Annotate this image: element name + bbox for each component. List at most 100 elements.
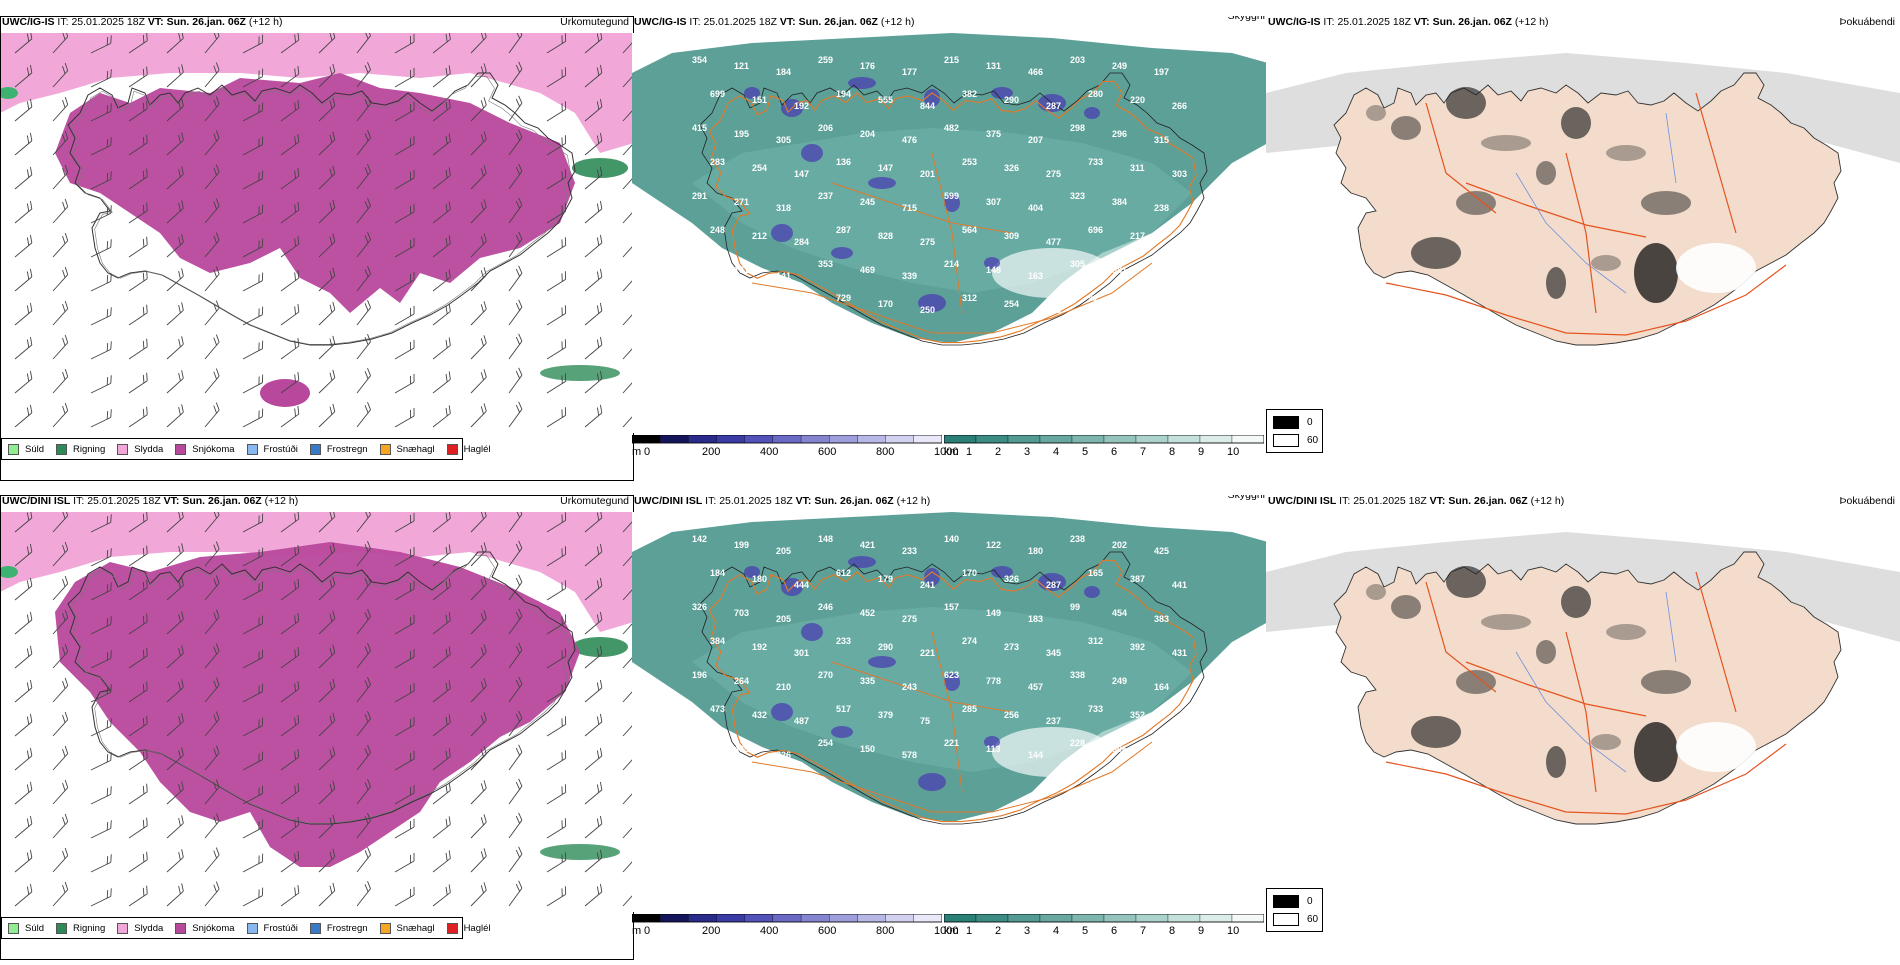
visibility-value-label: 184 [710,568,725,578]
visibility-tick: 6 [1111,925,1118,937]
model-name: UWC/IG-IS [1268,16,1321,28]
visibility-value-label: 293 [1046,305,1061,315]
panel-header: UWC/DINI ISL IT: 25.01.2025 18Z VT: Sun.… [2,495,298,507]
visibility-value-label: 283 [710,157,725,167]
visibility-value-label: 259 [818,55,833,65]
panel-header: UWC/DINI ISL IT: 25.01.2025 18Z VT: Sun.… [1268,495,1564,507]
visibility-value-label: 287 [836,225,851,235]
visibility-value-label: 208 [710,293,725,303]
terrain-tick: 400 [760,446,779,458]
visibility-value-label: 237 [1046,716,1061,726]
it-value: 25.01.2025 18Z [703,16,777,28]
legend-swatch [175,922,187,934]
fog-title: Þokuábendi [1839,495,1895,507]
legend-swatch [8,922,19,934]
visibility-value-label: 192 [752,642,767,652]
visibility-value-label: 555 [878,95,893,105]
visibility-value-label: 306 [1112,744,1127,754]
visibility-value-label: 253 [962,157,977,167]
terrain-colorbar [632,435,942,444]
visibility-value-label: 273 [1004,642,1019,652]
visibility-value-label: 163 [1028,271,1043,281]
vt-value: Sun. 26.jan. 06Z [814,495,894,507]
legend-label: Frostregn [326,443,368,455]
legend-swatch [246,922,258,934]
visibility-value-label: 599 [944,191,959,201]
visibility-value-label: 151 [752,95,767,105]
terrain-tick: 0 [644,925,651,937]
visibility-value-label: 205 [776,614,791,624]
visibility-value-label: 309 [1004,231,1019,241]
visibility-value-label: 254 [1004,299,1019,309]
fog-panel: UWC/DINI ISL IT: 25.01.2025 18Z VT: Sun.… [1266,495,1900,965]
visibility-value-label: 246 [818,602,833,612]
visibility-value-label: 298 [1070,123,1085,133]
legend-label: Snjókoma [192,922,235,934]
visibility-value-label: 345 [1046,648,1061,658]
precip-legend-item: Snjókoma [175,443,235,455]
precip-legend-item: Haglél [446,443,491,455]
visibility-tick: 3 [1024,925,1031,937]
legend-label: Snæhagl [396,922,435,934]
panel-header: UWC/IG-IS IT: 25.01.2025 18Z VT: Sun. 26… [634,16,914,28]
fog-title: Þokuábendi [1839,16,1895,28]
precip-legend-item: Snæhagl [379,922,435,934]
visibility-value-label: 157 [944,602,959,612]
precip-legend-item: Frostúði [246,443,298,455]
legend-label: Slydda [134,922,164,934]
lead-time: (+12 h) [264,495,299,507]
vt-value: Sun. 26.jan. 06Z [166,16,246,28]
visibility-value-label: 301 [794,648,809,658]
precip-legend-item: Slydda [117,443,163,455]
visibility-value-label: 164 [1154,682,1169,692]
visibility-value-label: 381 [1112,265,1127,275]
visibility-value-label: 280 [1088,89,1103,99]
precip-type-title: Úrkomutegund [560,495,629,507]
terrain-colorbar [632,914,942,923]
fog-swatch [1273,415,1299,429]
vt-value: Sun. 26.jan. 06Z [1448,495,1528,507]
visibility-value-label: 271 [734,197,749,207]
visibility-tick: 9 [1198,446,1205,458]
visibility-value-label: 305 [1070,259,1085,269]
visibility-value-label: 141 [776,271,791,281]
legend-label: Súld [25,443,45,455]
legend-swatch [379,443,391,455]
visibility-value-label: 131 [986,61,1001,71]
visibility-value-label: 457 [1028,682,1043,692]
it-value: 25.01.2025 18Z [719,495,793,507]
visibility-value-label: 165 [1088,568,1103,578]
visibility-value-label: 487 [794,716,809,726]
visibility-value-label: 733 [1088,704,1103,714]
visibility-value-label: 275 [902,614,917,624]
visibility-value-label: 228 [1070,738,1085,748]
visibility-value-label: 147 [878,163,893,173]
fog-legend: 0 60 [1266,409,1323,453]
visibility-value-label: 302 [1172,237,1187,247]
it-label: IT: [57,16,69,28]
visibility-panel: UWC/IG-IS IT: 25.01.2025 18Z VT: Sun. 26… [632,16,1268,486]
visibility-colorbar [944,914,1264,923]
visibility-title: Skyggni [1227,16,1265,22]
visibility-value-label: 454 [1112,608,1127,618]
visibility-value-label: 482 [944,123,959,133]
visibility-value-label: 250 [920,305,935,315]
visibility-value-label: 338 [1070,670,1085,680]
legend-swatch [446,922,458,934]
visibility-value-label: 404 [1028,203,1043,213]
visibility-value-label: 392 [1130,642,1145,652]
visibility-tick: 10 [1227,925,1240,937]
it-label: IT: [689,16,701,28]
fog-legend-label: 60 [1307,434,1319,446]
visibility-value-label: 287 [1046,580,1061,590]
legend-label: Frostregn [326,922,368,934]
visibility-title: Skyggni [1227,495,1265,501]
visibility-value-label: 432 [752,710,767,720]
vt-label: VT: [163,495,180,507]
visibility-value-label: 256 [1004,710,1019,720]
precip-legend-item: Slydda [117,922,164,934]
visibility-value-label: 275 [1046,169,1061,179]
visibility-value-label: 144 [1028,750,1043,760]
visibility-tick: 6 [1111,446,1118,458]
visibility-value-label: 270 [818,670,833,680]
